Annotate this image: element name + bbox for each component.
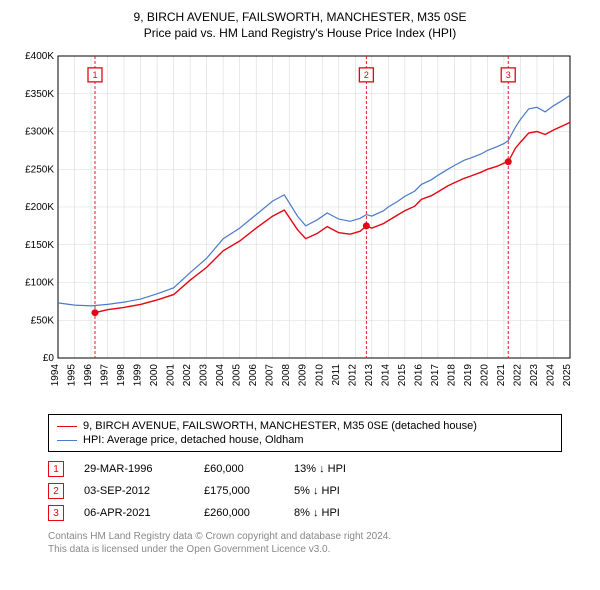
svg-text:1996: 1996 xyxy=(83,364,94,387)
sale-date: 03-SEP-2012 xyxy=(84,485,184,497)
svg-text:3: 3 xyxy=(506,70,511,80)
svg-text:2017: 2017 xyxy=(430,364,441,387)
svg-text:2015: 2015 xyxy=(397,364,408,387)
svg-text:2001: 2001 xyxy=(166,364,177,387)
svg-text:2022: 2022 xyxy=(512,364,523,387)
svg-text:2023: 2023 xyxy=(529,364,540,387)
svg-text:2002: 2002 xyxy=(182,364,193,387)
svg-text:1994: 1994 xyxy=(50,364,61,387)
svg-text:1995: 1995 xyxy=(67,364,78,387)
svg-text:£0: £0 xyxy=(43,353,55,364)
svg-text:2021: 2021 xyxy=(496,364,507,387)
svg-text:1: 1 xyxy=(92,70,97,80)
legend-item-hpi: HPI: Average price, detached house, Oldh… xyxy=(57,433,553,447)
legend-swatch xyxy=(57,426,77,427)
sale-number-box: 3 xyxy=(48,505,64,521)
sale-date: 29-MAR-1996 xyxy=(84,463,184,475)
svg-text:2: 2 xyxy=(364,70,369,80)
svg-text:2010: 2010 xyxy=(314,364,325,387)
svg-text:2013: 2013 xyxy=(364,364,375,387)
svg-text:2025: 2025 xyxy=(562,364,573,387)
svg-text:1998: 1998 xyxy=(116,364,127,387)
svg-text:2008: 2008 xyxy=(281,364,292,387)
svg-text:2020: 2020 xyxy=(479,364,490,387)
svg-text:£400K: £400K xyxy=(25,51,54,62)
title-subtitle: Price paid vs. HM Land Registry's House … xyxy=(12,26,588,40)
legend-item-price-paid: 9, BIRCH AVENUE, FAILSWORTH, MANCHESTER,… xyxy=(57,419,553,433)
line-chart-svg: £0 £50K £100K £150K £200K £250K £300K £350K £400… xyxy=(12,46,588,406)
sale-diff: 8% ↓ HPI xyxy=(294,507,384,519)
svg-text:2003: 2003 xyxy=(199,364,210,387)
svg-text:2007: 2007 xyxy=(265,364,276,387)
footnote: Contains HM Land Registry data © Crown c… xyxy=(48,530,562,556)
svg-text:£200K: £200K xyxy=(25,202,54,213)
svg-text:2000: 2000 xyxy=(149,364,160,387)
sale-number-box: 2 xyxy=(48,483,64,499)
svg-text:£150K: £150K xyxy=(25,240,54,251)
sale-price: £60,000 xyxy=(204,463,274,475)
svg-text:£350K: £350K xyxy=(25,89,54,100)
sale-diff: 5% ↓ HPI xyxy=(294,485,384,497)
svg-text:2019: 2019 xyxy=(463,364,474,387)
svg-text:£300K: £300K xyxy=(25,127,54,138)
legend-label: 9, BIRCH AVENUE, FAILSWORTH, MANCHESTER,… xyxy=(83,420,477,432)
svg-text:2009: 2009 xyxy=(298,364,309,387)
svg-text:2005: 2005 xyxy=(232,364,243,387)
sale-row: 1 29-MAR-1996 £60,000 13% ↓ HPI xyxy=(48,458,562,480)
sales-table: 1 29-MAR-1996 £60,000 13% ↓ HPI 2 03-SEP… xyxy=(48,458,562,524)
svg-text:2011: 2011 xyxy=(331,364,342,386)
svg-text:2006: 2006 xyxy=(248,364,259,387)
sale-row: 2 03-SEP-2012 £175,000 5% ↓ HPI xyxy=(48,480,562,502)
svg-text:2012: 2012 xyxy=(347,364,358,387)
chart-area: £0 £50K £100K £150K £200K £250K £300K £350K £400… xyxy=(12,46,588,406)
svg-text:2024: 2024 xyxy=(545,364,556,387)
svg-text:2004: 2004 xyxy=(215,364,226,387)
sale-diff: 13% ↓ HPI xyxy=(294,463,384,475)
svg-text:2016: 2016 xyxy=(413,364,424,387)
sale-row: 3 06-APR-2021 £260,000 8% ↓ HPI xyxy=(48,502,562,524)
svg-text:£100K: £100K xyxy=(25,278,54,289)
svg-text:£50K: £50K xyxy=(31,315,55,326)
legend-label: HPI: Average price, detached house, Oldh… xyxy=(83,434,304,446)
title-address: 9, BIRCH AVENUE, FAILSWORTH, MANCHESTER,… xyxy=(12,10,588,24)
footnote-line: Contains HM Land Registry data © Crown c… xyxy=(48,530,562,543)
svg-text:2018: 2018 xyxy=(446,364,457,387)
sale-date: 06-APR-2021 xyxy=(84,507,184,519)
chart-container: 9, BIRCH AVENUE, FAILSWORTH, MANCHESTER,… xyxy=(0,0,600,564)
legend: 9, BIRCH AVENUE, FAILSWORTH, MANCHESTER,… xyxy=(48,414,562,452)
svg-text:£250K: £250K xyxy=(25,164,54,175)
sale-price: £175,000 xyxy=(204,485,274,497)
svg-text:1999: 1999 xyxy=(133,364,144,387)
legend-swatch xyxy=(57,440,77,441)
sale-number-box: 1 xyxy=(48,461,64,477)
svg-text:2014: 2014 xyxy=(380,364,391,387)
footnote-line: This data is licensed under the Open Gov… xyxy=(48,543,562,556)
sale-price: £260,000 xyxy=(204,507,274,519)
svg-text:1997: 1997 xyxy=(100,364,111,387)
